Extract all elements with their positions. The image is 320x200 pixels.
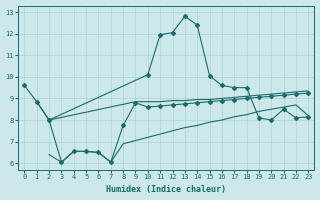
X-axis label: Humidex (Indice chaleur): Humidex (Indice chaleur) — [106, 185, 226, 194]
